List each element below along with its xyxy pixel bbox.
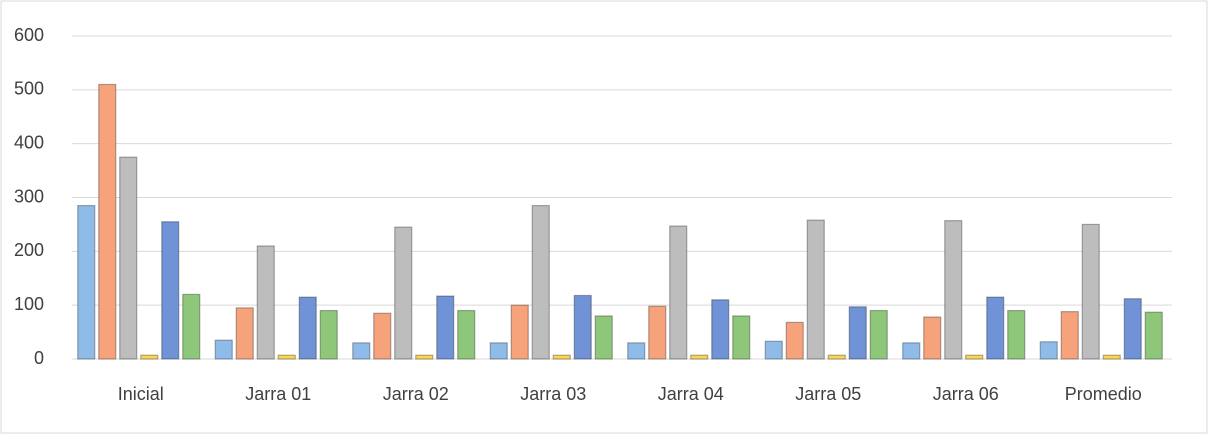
bar [902, 342, 921, 360]
bar [669, 225, 688, 360]
bar [848, 306, 867, 360]
bar [510, 304, 529, 360]
x-tick-label: Jarra 05 [795, 384, 861, 404]
bar [77, 204, 96, 360]
bar [648, 305, 667, 360]
bar [690, 354, 709, 360]
y-tick-label: 500 [14, 79, 44, 99]
y-tick-label: 400 [14, 132, 44, 152]
x-tick-label: Jarra 04 [658, 384, 724, 404]
bar [394, 226, 413, 360]
bar [436, 295, 455, 360]
bar [531, 204, 550, 360]
bar [352, 342, 371, 360]
bar [711, 299, 730, 360]
bar [732, 315, 751, 360]
x-tick-label: Promedio [1065, 384, 1142, 404]
x-tick-label: Jarra 01 [245, 384, 311, 404]
y-tick-label: 0 [34, 348, 44, 368]
bar [594, 315, 613, 360]
bar [235, 307, 254, 360]
bar [140, 354, 159, 360]
bar [457, 309, 476, 360]
bar [161, 221, 180, 360]
x-tick-label: Jarra 02 [383, 384, 449, 404]
bar [1039, 341, 1058, 360]
bar [923, 316, 942, 360]
bar [764, 340, 783, 360]
bar [182, 293, 201, 360]
y-tick-label: 200 [14, 240, 44, 260]
bar [373, 312, 392, 360]
bar [1123, 298, 1142, 360]
bar [298, 296, 317, 360]
bar [277, 354, 296, 360]
x-tick-label: Inicial [118, 384, 164, 404]
bar [986, 296, 1005, 360]
bar [573, 294, 592, 360]
bar [1007, 309, 1026, 360]
bar [489, 342, 508, 360]
bar [1144, 311, 1163, 360]
y-tick-label: 300 [14, 186, 44, 206]
bar [319, 309, 338, 360]
bar [827, 354, 846, 360]
bar [1102, 354, 1121, 360]
bar [98, 83, 117, 360]
bar [785, 321, 804, 360]
bar [1060, 311, 1079, 360]
bar [119, 156, 138, 360]
bar [627, 342, 646, 360]
bar [214, 339, 233, 360]
bar [1081, 223, 1100, 360]
x-tick-label: Jarra 06 [933, 384, 999, 404]
bar [869, 309, 888, 360]
bar [806, 219, 825, 360]
y-tick-label: 100 [14, 294, 44, 314]
bar [944, 220, 963, 360]
bar [415, 354, 434, 360]
bar [965, 354, 984, 360]
x-tick-label: Jarra 03 [520, 384, 586, 404]
bar [256, 245, 275, 360]
y-tick-label: 600 [14, 25, 44, 45]
bar [552, 354, 571, 360]
